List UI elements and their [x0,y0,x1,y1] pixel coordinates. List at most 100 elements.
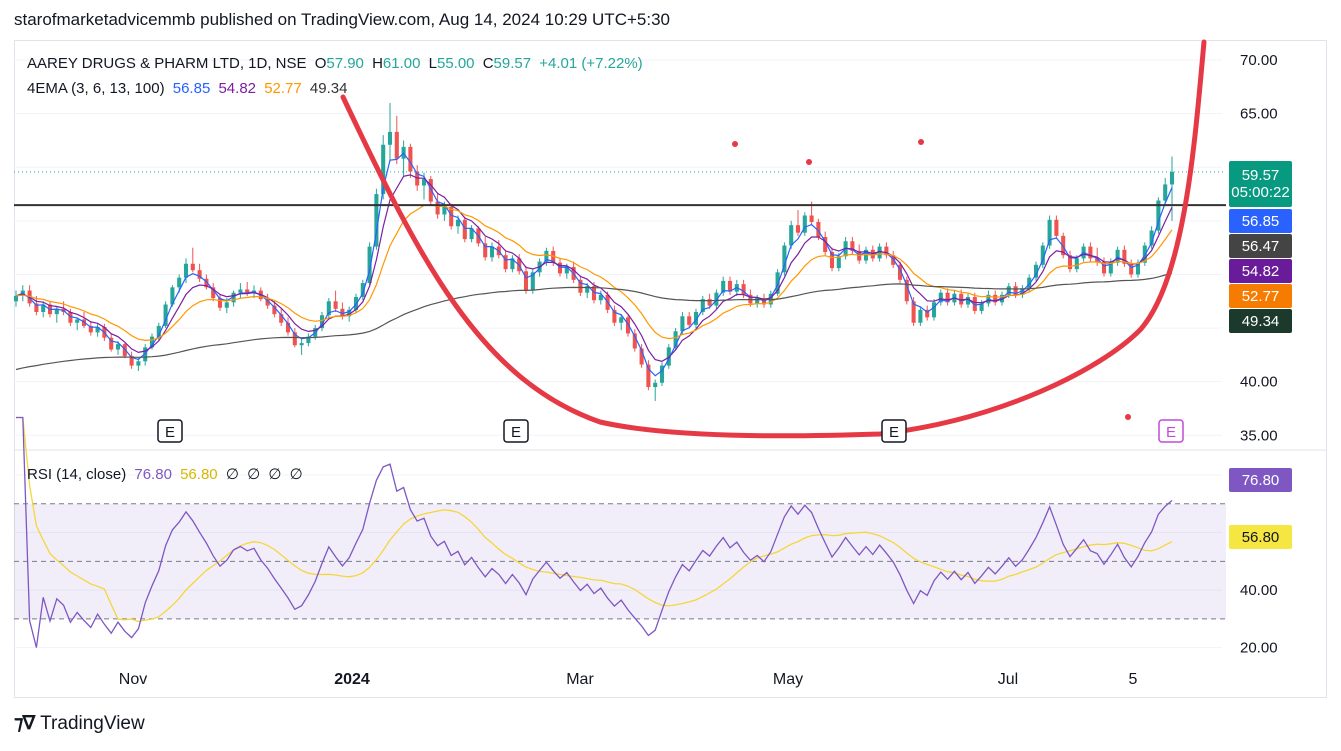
candle [1115,246,1120,266]
candle [673,328,678,351]
candle [972,292,977,315]
candle-body [523,271,529,291]
candle-body [823,236,828,252]
earnings-marker-box [1158,419,1184,443]
candle [877,243,882,262]
candle-body [143,347,148,362]
footer-brand: TradingView [40,712,145,734]
candle-body [54,308,59,315]
candle-body [707,299,712,306]
candle-body [544,250,549,262]
candle-body [979,303,984,311]
ema13-value: 52.77 [264,80,302,97]
time-tick-label: Jul [998,671,1018,688]
candle-body [489,246,495,258]
candle [782,242,787,276]
candle-body [299,343,304,346]
candle [639,344,644,368]
candle [272,301,277,318]
candle-body [374,194,379,247]
candle [190,247,195,273]
candle-body [727,280,733,292]
candle [999,291,1005,306]
candle [1156,197,1161,234]
candle [374,188,379,250]
cup-curve [340,39,1207,439]
candle-body [285,322,291,333]
candle-body [877,246,882,259]
footer: ⁊∇ TradingView [14,712,145,735]
candle-body [938,292,943,303]
time-tick-label: Nov [119,671,147,688]
candle-body [394,131,399,159]
ema100-badge: 49.34 [1229,309,1292,333]
candle-body [612,309,617,323]
earnings-marker: E [157,419,183,443]
resistance-level [14,171,1226,207]
candle-body [136,361,141,366]
candle-body [245,289,250,293]
candle-body [829,251,835,269]
candle-body [1040,245,1045,265]
candle [109,333,114,352]
earnings-marker-box [157,419,183,443]
candle-body [183,263,189,278]
candle-body [1149,230,1154,246]
candle-body [381,144,386,195]
candle [625,315,631,337]
candle-body [693,312,699,325]
candle [700,295,705,316]
candle [449,203,454,230]
candle [333,290,338,312]
candle [469,225,474,243]
candle [1067,250,1073,273]
candle-body [449,206,454,227]
rsi-tick-label: 20.00 [1240,640,1278,657]
candle-body [510,258,515,270]
candle-body [578,279,583,293]
candle-body [442,206,447,215]
candle [489,242,495,262]
candle-body [646,364,651,388]
candle-body [170,287,175,305]
signal-dot [918,139,924,145]
earnings-marker-label: E [889,424,899,441]
candle-body [163,304,168,326]
candle-body [204,278,209,288]
candle-body [1067,255,1073,270]
candle-body [959,293,964,305]
candle [863,246,869,264]
chart-frame [14,40,1327,698]
candle-body [1169,171,1175,185]
candle-body [129,355,134,366]
candle-body [836,256,841,269]
open-value: 57.90 [326,55,364,72]
candle-body [782,245,787,273]
earnings-marker-label: E [511,424,521,441]
candle [795,210,801,236]
candle-body [1088,246,1093,259]
ema-label: 4EMA (3, 6, 13, 100) [27,80,165,97]
candle-body [598,294,603,301]
price-tick-label: 35.00 [1240,427,1278,444]
candle [428,175,433,205]
candle-body [530,272,535,291]
ema-line-3 [15,152,1173,377]
cup-drawing [340,39,1207,439]
candle [367,242,372,286]
candle [510,255,515,273]
time-tick-label: 2024 [334,671,370,688]
candle-body [224,302,229,308]
candle [986,290,991,307]
candle [183,258,189,284]
candle-body [217,298,223,308]
candle-body [1013,286,1018,295]
candle [693,308,699,329]
candle-body [564,266,569,274]
time-tick-label: May [773,671,803,688]
candle [394,115,399,165]
candle-body [700,299,705,312]
candle-body [326,301,331,316]
publish-header: starofmarketadvicemmb published on Tradi… [14,10,670,29]
